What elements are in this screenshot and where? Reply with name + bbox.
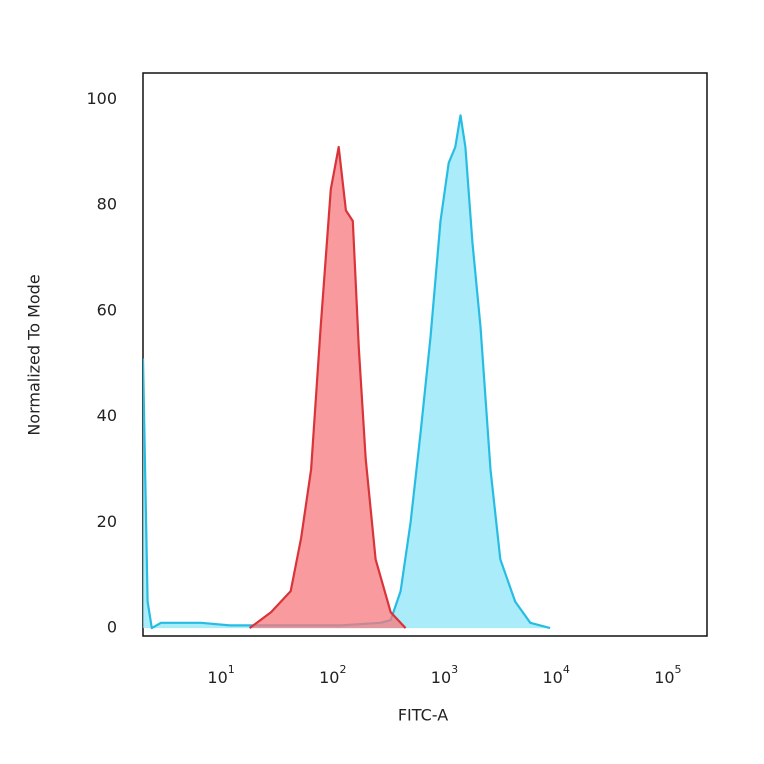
y-tick-label: 20 xyxy=(97,512,117,531)
y-tick-label: 80 xyxy=(97,195,117,214)
x-tick-base: 10 xyxy=(319,668,339,687)
y-axis-label: Normalized To Mode xyxy=(25,274,44,435)
y-tick-label: 60 xyxy=(97,300,117,319)
plot-area xyxy=(143,114,551,630)
x-tick-base: 10 xyxy=(207,668,227,687)
x-tick-label: 103 xyxy=(431,663,458,687)
x-tick-exponent: 3 xyxy=(451,663,458,676)
histogram-area xyxy=(249,147,406,629)
x-tick-exponent: 2 xyxy=(339,663,346,676)
x-tick-label: 102 xyxy=(319,663,346,687)
plot-frame xyxy=(142,72,708,637)
y-tick-label: 100 xyxy=(86,89,117,108)
x-tick-exponent: 5 xyxy=(675,663,682,676)
histogram-area xyxy=(143,115,551,629)
x-tick-base: 10 xyxy=(542,668,562,687)
x-tick-base: 10 xyxy=(431,668,451,687)
histogram-line xyxy=(248,145,407,629)
histogram-line xyxy=(143,114,551,630)
x-axis-label: FITC-A xyxy=(398,706,448,725)
x-tick-label: 104 xyxy=(542,663,569,687)
y-tick-label: 40 xyxy=(97,406,117,425)
x-tick-exponent: 1 xyxy=(228,663,235,676)
x-tick-base: 10 xyxy=(654,668,674,687)
x-tick-label: 105 xyxy=(654,663,681,687)
x-tick-exponent: 4 xyxy=(563,663,570,676)
x-tick-label: 101 xyxy=(207,663,234,687)
y-tick-label: 0 xyxy=(107,618,117,637)
